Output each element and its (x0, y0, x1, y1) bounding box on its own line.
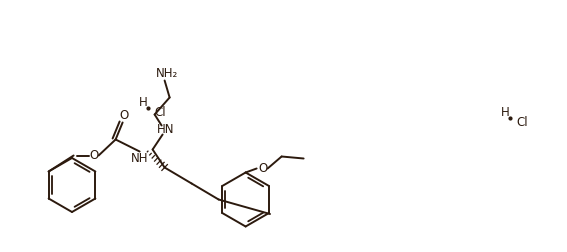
Text: O: O (89, 149, 98, 162)
Text: NH: NH (131, 152, 149, 165)
Text: H: H (501, 107, 509, 119)
Text: O: O (258, 162, 267, 175)
Text: HN: HN (157, 123, 175, 136)
Text: Cl: Cl (516, 115, 528, 129)
Text: Cl: Cl (154, 106, 166, 118)
Text: NH₂: NH₂ (155, 67, 177, 80)
Text: O: O (119, 109, 128, 122)
Text: H: H (138, 97, 147, 110)
